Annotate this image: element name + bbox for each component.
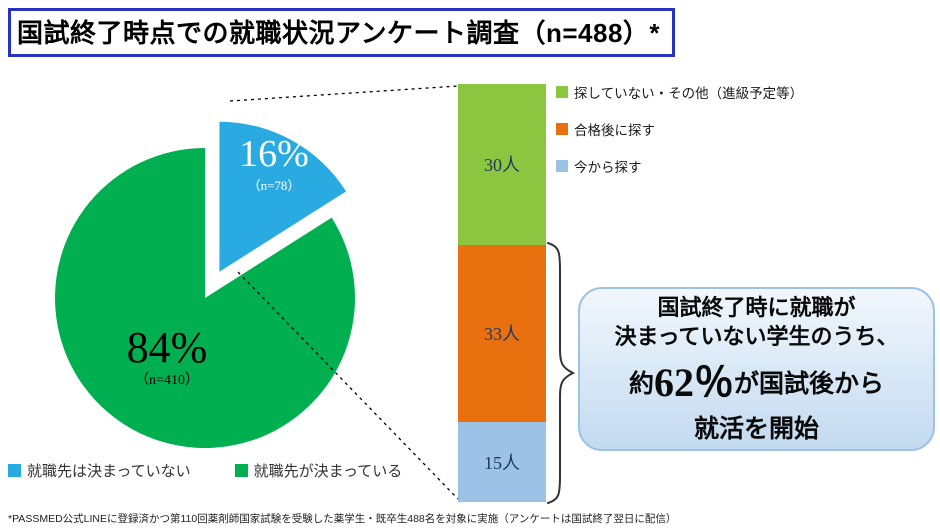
bar-segment-label: 33人 <box>484 324 520 345</box>
legend-swatch-green <box>556 86 568 98</box>
pie-undecided-pct-label: 16% <box>239 133 309 175</box>
legend-item-from-now: 今から探す <box>556 156 803 176</box>
legend-item-undecided: 就職先は決まっていない <box>8 460 191 481</box>
pie-undecided-n-label: （n=78） <box>248 178 301 193</box>
legend-label: 合格後に探す <box>574 123 655 138</box>
callout-box: 国試終了時に就職が 決まっていない学生のうち、 約62％が国試後から 就活を開始 <box>578 287 935 451</box>
bar-legend: 探していない・その他（進級予定等） 合格後に探す 今から探す <box>556 82 803 193</box>
legend-label: 就職先は決まっていない <box>27 463 191 480</box>
legend-swatch-orange <box>556 123 568 135</box>
pie-decided-pct-label: 84% <box>127 323 208 372</box>
callout-line4: 就活を開始 <box>693 415 819 444</box>
callout-line1: 国試終了時に就職が <box>657 294 856 320</box>
footnote: *PASSMED公式LINEに登録済かつ第110回薬剤師国家試験を受験した薬学生… <box>8 513 677 525</box>
callout-line2: 決まっていない学生のうち、 <box>614 324 899 350</box>
brace <box>547 242 576 504</box>
legend-swatch-green2 <box>234 464 248 477</box>
stacked-bar: 30人 33人 15人 <box>458 84 546 502</box>
pie-chart: 84% （n=410） 16% （n=78） <box>55 121 356 448</box>
page-title: 国試終了時点での就職状況アンケート調査（n=488）* <box>8 8 676 57</box>
legend-label: 探していない・その他（進級予定等） <box>574 86 804 101</box>
bar-segment-after-pass: 33人 <box>458 244 546 422</box>
callout-line3: 約62％が国試後から <box>628 360 885 406</box>
legend-label: 今から探す <box>574 160 642 175</box>
bar-segment-from-now: 15人 <box>458 421 546 502</box>
legend-swatch-blue <box>8 464 21 477</box>
pie-decided-n-label: （n=410） <box>135 372 199 388</box>
legend-item-not-searching: 探していない・その他（進級予定等） <box>556 82 803 102</box>
legend-swatch-lightblue <box>556 160 568 172</box>
bar-segment-label: 15人 <box>484 452 520 473</box>
legend-item-after-pass: 合格後に探す <box>556 119 803 139</box>
bar-segment-not-searching: 30人 <box>458 84 546 245</box>
callout-62pct: 62％ <box>654 360 734 406</box>
pie-slice-undecided <box>219 121 347 272</box>
legend-label: 就職先が決まっている <box>253 463 403 480</box>
legend-item-decided: 就職先が決まっている <box>234 460 403 481</box>
bar-segment-label: 30人 <box>484 155 520 176</box>
pie-legend: 就職先は決まっていない 就職先が決まっている <box>8 460 446 481</box>
